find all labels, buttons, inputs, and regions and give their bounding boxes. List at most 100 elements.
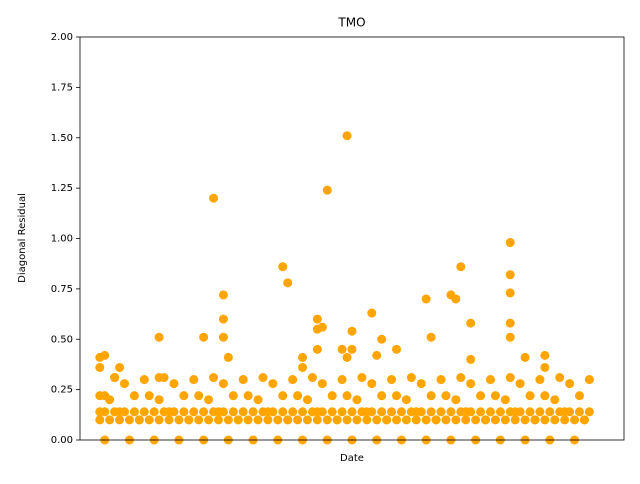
point [134,415,144,425]
point [372,415,382,425]
point [243,415,253,425]
point [540,350,550,360]
point [243,391,253,401]
point [144,415,154,425]
point [298,352,308,362]
point [535,407,545,417]
point [199,332,209,342]
point [401,395,411,405]
point [218,379,228,389]
point [530,415,540,425]
point [293,415,303,425]
point [495,407,505,417]
point [505,373,515,383]
point [179,407,189,417]
point [120,379,130,389]
point [476,391,486,401]
point [510,415,520,425]
point [555,373,565,383]
point [540,415,550,425]
point [213,407,223,417]
point [490,391,500,401]
point [387,375,397,385]
point [238,407,248,417]
point [199,407,209,417]
point [579,415,589,425]
point [574,391,584,401]
point [421,294,431,304]
point [317,322,327,332]
point [396,407,406,417]
y-tick-label: 1.00 [51,234,73,245]
point [327,407,337,417]
point [426,391,436,401]
point [278,262,288,272]
point [367,379,377,389]
point [263,407,273,417]
point [560,415,570,425]
point [322,185,332,195]
y-tick-label: 2.00 [51,32,73,43]
y-tick-label: 1.75 [51,82,73,93]
point [228,407,238,417]
point [189,375,199,385]
point [298,362,308,372]
point [95,415,105,425]
point [302,415,312,425]
point [298,407,308,417]
point [401,415,411,425]
point [283,415,293,425]
point [584,407,594,417]
point [377,334,387,344]
point [342,352,352,362]
point [466,318,476,328]
point [451,415,461,425]
point [129,391,139,401]
point [110,373,120,383]
point [169,379,179,389]
point [352,415,362,425]
point [540,391,550,401]
point [426,332,436,342]
point [451,294,461,304]
point [570,415,580,425]
point [154,373,164,383]
point [204,395,214,405]
point [273,415,283,425]
point [436,407,446,417]
point [164,407,174,417]
point [560,407,570,417]
point [411,407,421,417]
point [525,391,535,401]
point [461,407,471,417]
point [293,391,303,401]
point [218,332,228,342]
point [505,288,515,298]
point [520,352,530,362]
point [392,344,402,354]
y-tick-label: 0.00 [51,435,73,446]
point [312,344,322,354]
point [535,375,545,385]
point [545,407,555,417]
point [317,379,327,389]
point [441,391,451,401]
point [426,407,436,417]
point [456,373,466,383]
point [100,391,110,401]
point [302,395,312,405]
point [565,379,575,389]
point [431,415,441,425]
point [436,375,446,385]
point [515,379,525,389]
point [327,391,337,401]
point [505,318,515,328]
point [362,407,372,417]
point [218,290,228,300]
point [485,375,495,385]
point [164,415,174,425]
point [95,407,105,417]
point [406,373,416,383]
point [154,332,164,342]
point [342,391,352,401]
